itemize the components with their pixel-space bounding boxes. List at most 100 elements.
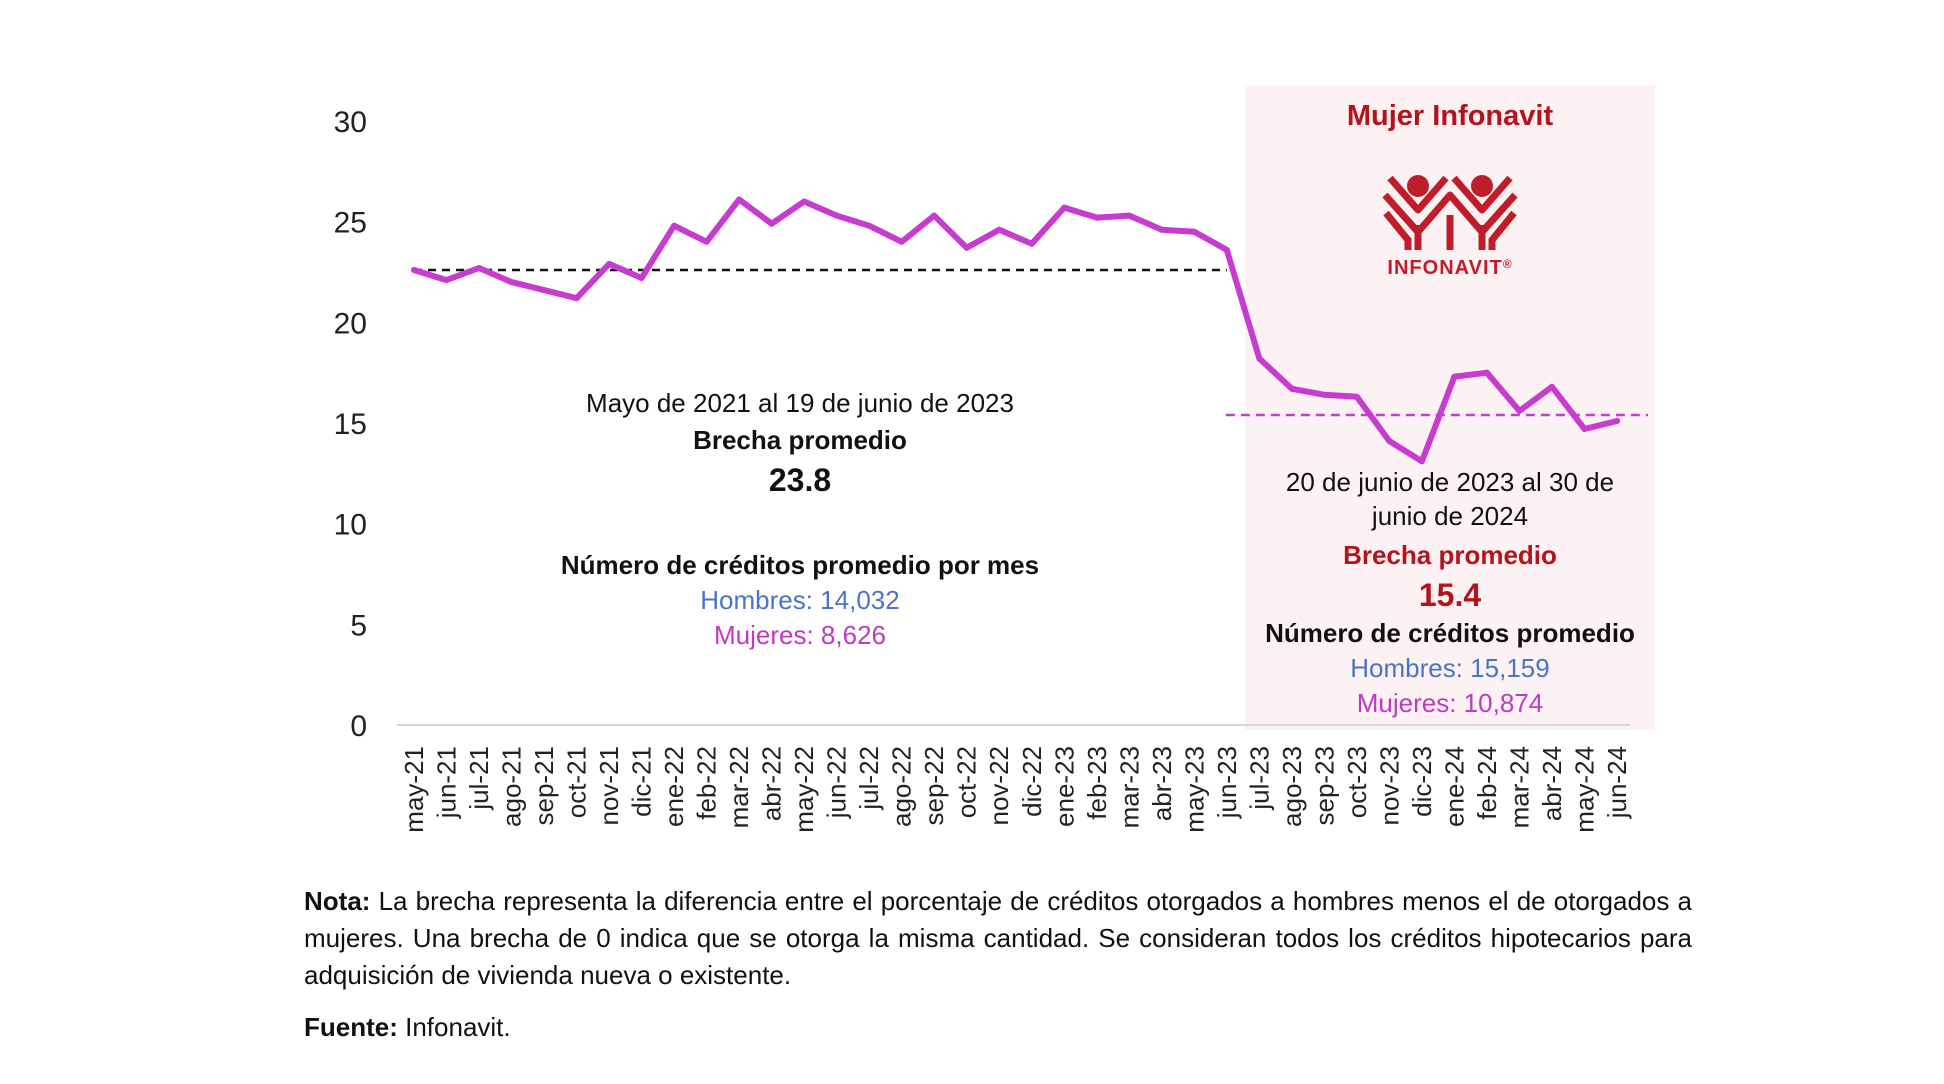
y-tick-label: 5 — [350, 609, 367, 642]
x-tick-label: nov-23 — [1374, 746, 1404, 826]
data-point — [638, 275, 645, 282]
x-tick-label: feb-24 — [1472, 746, 1502, 820]
x-tick-label: may-21 — [399, 746, 429, 833]
x-tick-label: mar-22 — [724, 746, 754, 828]
x-tick-label: jun-21 — [432, 746, 462, 819]
right-annotation: 20 de junio de 2023 al 30 de junio de 20… — [1245, 467, 1655, 719]
x-tick-label: jul-21 — [464, 746, 494, 811]
note-label: Nota: — [304, 886, 371, 916]
data-point — [963, 244, 970, 251]
right-men: Hombres: 15,159 — [1350, 653, 1550, 683]
logo-wordmark: INFONAVIT® — [1340, 257, 1560, 280]
data-point — [931, 212, 938, 219]
x-tick-label: mar-23 — [1114, 746, 1144, 828]
series-line-brecha — [411, 196, 1620, 465]
right-period-line1: 20 de junio de 2023 al 30 de — [1285, 467, 1615, 497]
x-tick-label: oct-22 — [952, 746, 982, 818]
y-tick-label: 15 — [334, 408, 367, 441]
x-tick-label: ago-21 — [497, 746, 527, 827]
data-point — [411, 266, 417, 273]
left-women: Mujeres: 8,626 — [714, 620, 886, 650]
infonavit-logo-icon — [1382, 175, 1518, 250]
x-tick-label: sep-22 — [919, 746, 949, 826]
x-tick-label: nov-21 — [594, 746, 624, 826]
data-point — [1191, 228, 1198, 235]
x-tick-label: jun-22 — [822, 746, 852, 819]
data-point — [443, 277, 450, 284]
data-point — [1093, 214, 1100, 221]
left-period: Mayo de 2021 al 19 de junio de 2023 — [586, 388, 1014, 418]
x-tick-label: may-23 — [1179, 746, 1209, 833]
logo-wordmark-text: INFONAVIT — [1387, 257, 1503, 279]
data-point — [1028, 240, 1035, 247]
y-tick-label: 10 — [334, 509, 367, 542]
data-point — [1256, 355, 1263, 362]
data-point — [1614, 417, 1620, 424]
data-point — [703, 238, 710, 245]
x-tick-label: ago-22 — [887, 746, 917, 827]
data-point — [1126, 212, 1133, 219]
data-point — [1061, 204, 1068, 211]
right-women: Mujeres: 10,874 — [1356, 688, 1544, 718]
data-point — [866, 222, 873, 229]
x-tick-label: ene-23 — [1049, 746, 1079, 827]
x-tick-label: jul-23 — [1244, 746, 1274, 811]
left-credits-label: Número de créditos promedio por mes — [560, 550, 1040, 580]
x-tick-label: may-24 — [1569, 746, 1599, 833]
y-tick-label: 30 — [334, 106, 367, 139]
logo-trademark: ® — [1502, 257, 1513, 271]
left-gap-value: 23.8 — [768, 462, 832, 498]
data-point — [1321, 391, 1328, 398]
x-tick-label: nov-22 — [984, 746, 1014, 826]
data-point — [801, 198, 808, 205]
y-tick-label: 25 — [334, 207, 367, 240]
data-point — [996, 226, 1003, 233]
data-point — [573, 295, 580, 302]
right-credits-label: Número de créditos promedio — [1265, 618, 1635, 648]
x-tick-label: mar-24 — [1504, 746, 1534, 828]
x-tick-label: feb-23 — [1082, 746, 1112, 820]
data-point — [1516, 407, 1523, 414]
x-tick-label: ago-23 — [1277, 746, 1307, 827]
data-point — [1288, 385, 1295, 392]
source-line: Fuente: Infonavit. — [304, 1012, 511, 1043]
x-tick-label: jun-23 — [1212, 746, 1242, 819]
right-gap-label: Brecha promedio — [1343, 540, 1557, 570]
x-tick-label: dic-23 — [1407, 746, 1437, 817]
data-point — [508, 279, 515, 286]
x-tick-label: oct-21 — [562, 746, 592, 818]
logo-title: Mujer Infonavit — [1346, 100, 1554, 132]
left-annotation: Mayo de 2021 al 19 de junio de 2023 Brec… — [500, 388, 1100, 499]
data-point — [671, 222, 678, 229]
x-tick-label: dic-22 — [1017, 746, 1047, 817]
data-point — [1158, 226, 1165, 233]
data-point — [606, 260, 613, 267]
y-tick-label: 0 — [350, 710, 367, 743]
x-tick-label: sep-23 — [1309, 746, 1339, 826]
data-point — [1353, 393, 1360, 400]
left-credits: Número de créditos promedio por mes Homb… — [500, 550, 1100, 651]
x-tick-label: oct-23 — [1342, 746, 1372, 818]
x-tick-label: feb-22 — [692, 746, 722, 820]
x-tick-label: ene-24 — [1439, 746, 1469, 827]
data-point — [1548, 383, 1555, 390]
source-label: Fuente: — [304, 1012, 398, 1042]
data-point — [736, 196, 743, 203]
source-text: Infonavit. — [397, 1012, 511, 1042]
right-period-line2: junio de 2024 — [1371, 501, 1529, 531]
data-point — [476, 264, 483, 271]
y-tick-label: 20 — [334, 307, 367, 340]
data-point — [1581, 426, 1588, 433]
data-point — [541, 287, 548, 294]
x-tick-label: sep-21 — [529, 746, 559, 826]
right-gap-value: 15.4 — [1418, 577, 1482, 613]
x-tick-label: dic-21 — [627, 746, 657, 817]
x-tick-label: jun-24 — [1602, 746, 1632, 819]
x-tick-label: jul-22 — [854, 746, 884, 811]
x-tick-label: may-22 — [789, 746, 819, 833]
left-men: Hombres: 14,032 — [700, 585, 900, 615]
x-tick-label: abr-23 — [1147, 746, 1177, 821]
left-gap-label: Brecha promedio — [693, 425, 907, 455]
data-point — [898, 238, 905, 245]
